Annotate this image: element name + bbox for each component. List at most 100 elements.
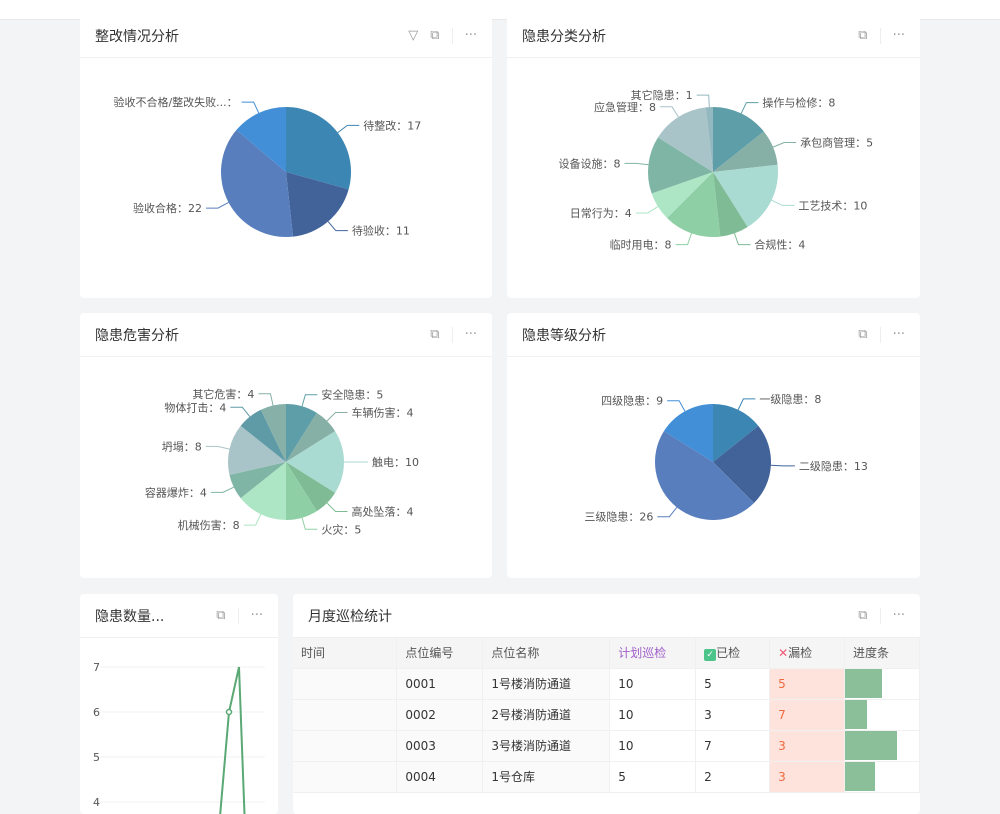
pie-label: 高处坠落：4 [351,504,413,518]
card-title: 隐患数量... [95,608,165,625]
more-icon[interactable]: ··· [250,608,263,623]
card-count: 隐患数量... ⧉ ··· 7 6 5 4 [80,594,278,814]
pie-slice[interactable] [286,462,336,512]
pie-slice[interactable] [286,404,317,462]
pie-slice[interactable] [713,172,748,237]
expand-icon[interactable]: ⧉ [216,608,226,623]
label-leader-line [205,445,230,450]
pie-label: 验收不合格/整改失败...： [113,95,237,109]
pie-slice[interactable] [286,412,336,462]
pie-label: 火灾：5 [321,522,361,536]
cell-time [293,730,398,762]
cell-name: 3号楼消防通道 [482,730,611,762]
card-title: 整改情况分析 [95,28,179,45]
cell-plan: 5 [609,761,697,793]
pie-label: 日常行为：4 [570,207,632,220]
table-row[interactable]: 0001 1号楼消防通道 10 5 5 [293,668,920,700]
inspection-table: 时间 点位编号 点位名称 计划巡检 ✓ 已检 ✕漏检 进度条 0001 1号楼消防通… [293,638,920,793]
pie-chart-rectification: 待整改：17 待验收：11 验收合格：22 验收不合格/整改失败...： [113,95,421,238]
y-tick-label: 4 [93,796,100,809]
label-leader-line [635,206,659,214]
expand-icon[interactable]: ⧉ [858,327,868,342]
cell-time [293,699,398,731]
cell-name: 1号仓库 [482,761,611,793]
pie-slice[interactable] [663,404,713,462]
col-planned[interactable]: 计划巡检 [609,638,697,669]
expand-icon[interactable]: ⧉ [430,28,440,43]
filter-icon[interactable]: ▽ [408,28,419,43]
pie-label: 机械伤害：8 [178,518,240,532]
pie-slice[interactable] [713,131,778,172]
pie-slice[interactable] [286,172,349,237]
pie-slice[interactable] [286,431,344,493]
expand-icon[interactable]: ⧉ [430,327,440,342]
cell-plan: 10 [609,668,697,700]
pie-slice[interactable] [228,425,286,475]
label-leader-line [258,393,274,406]
card-title: 隐患等级分析 [522,327,606,344]
line-series [219,666,246,814]
pie-slice[interactable] [286,107,351,190]
pie-slice[interactable] [240,409,286,462]
cell-id: 0003 [396,730,484,762]
line-chart-count: 7 6 5 4 [93,661,265,814]
pie-label: 工艺技术：10 [798,199,867,212]
card-harm: 隐患危害分析 ⧉ ··· 安全隐患：5 车辆伤害：4 触电：10 高处坠落：4 火灾：5 机… [80,313,492,578]
more-icon[interactable]: ··· [892,327,905,342]
pie-label: 四级隐患：9 [601,395,663,408]
progress-bar [845,762,875,791]
pie-label: 应急管理：8 [594,100,656,114]
label-leader-line [660,106,679,118]
pie-slice[interactable] [657,107,713,172]
col-time[interactable]: 时间 [293,638,398,669]
col-checked[interactable]: ✓ 已检 [695,638,771,669]
more-icon[interactable]: ··· [892,608,905,623]
cell-done: 2 [695,761,771,793]
pie-slice[interactable] [648,137,713,194]
expand-icon[interactable]: ⧉ [858,608,868,623]
pie-slice[interactable] [713,107,764,172]
cell-miss: 7 [769,699,846,731]
label-leader-line [301,394,318,407]
data-point[interactable] [225,708,233,716]
card-monthly-inspection: 月度巡检统计 ⧉ ··· 时间 点位编号 点位名称 计划巡检 ✓ 已检 ✕漏检 进度… [293,594,920,814]
progress-bar [845,669,882,698]
pie-label: 设备设施：8 [558,156,620,170]
pie-slice[interactable] [713,404,759,462]
col-progress[interactable]: 进度条 [844,638,920,669]
pie-label: 其它危害：4 [192,387,254,401]
more-icon[interactable]: ··· [464,327,477,342]
col-point-name[interactable]: 点位名称 [482,638,611,669]
pie-label: 车辆伤害：4 [351,406,413,420]
pie-slice[interactable] [705,107,713,172]
pie-label: 操作与检修：8 [762,96,835,110]
pie-slice[interactable] [236,107,286,172]
pie-slice[interactable] [713,425,771,504]
pie-slice[interactable] [286,462,317,520]
col-point-id[interactable]: 点位编号 [396,638,484,669]
table-row[interactable]: 0004 1号仓库 5 2 3 [293,761,920,793]
pie-label: 坍塌：8 [162,439,202,453]
more-icon[interactable]: ··· [892,28,905,43]
pie-slice[interactable] [221,129,294,238]
cell-plan: 10 [609,730,697,762]
col-missed[interactable]: ✕漏检 [769,638,846,669]
cell-miss: 3 [769,730,846,762]
pie-slice[interactable] [667,172,721,238]
cell-name: 2号楼消防通道 [482,699,611,731]
label-leader-line [657,507,678,518]
expand-icon[interactable]: ⧉ [858,28,868,43]
pie-slice[interactable] [229,462,286,499]
more-icon[interactable]: ··· [464,28,477,43]
cell-done: 3 [695,699,771,731]
label-leader-line [241,101,260,114]
pie-slice[interactable] [240,462,286,520]
pie-label: 容器爆炸：4 [145,485,207,499]
pie-slice[interactable] [260,404,286,462]
pie-slice[interactable] [713,164,778,228]
table-row[interactable]: 0002 2号楼消防通道 10 3 7 [293,699,920,731]
pie-slice[interactable] [655,431,755,520]
pie-slice[interactable] [651,172,713,218]
pie-chart-category: 操作与检修：8 承包商管理：5 工艺技术：10 合规性：4 临时用电：8 日常行为：4 设备… [558,88,873,252]
table-row[interactable]: 0003 3号楼消防通道 10 7 3 [293,730,920,762]
